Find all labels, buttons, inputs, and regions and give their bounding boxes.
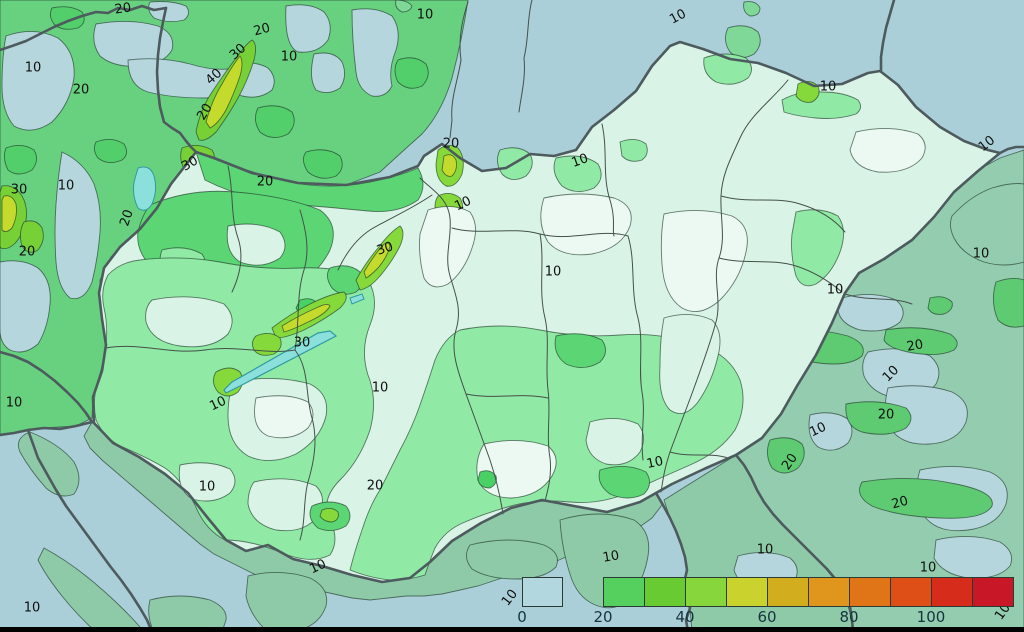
- border-romania-ukraine: [998, 145, 1024, 155]
- river-tisza: [660, 79, 789, 493]
- river-danube: [419, 177, 504, 515]
- border-morava: [155, 6, 198, 154]
- contour-bands-inner: [93, 53, 926, 581]
- border-ukraine-slovakia: [879, 0, 896, 73]
- border-croatia-serbia: [654, 491, 692, 632]
- border-czech-austria: [0, 4, 168, 52]
- lake-balaton: [223, 330, 338, 394]
- border-hungary: [91, 40, 1002, 584]
- border-slovenia-croatia: [0, 420, 94, 437]
- lake-velence: [349, 293, 365, 305]
- border-austria-slovenia: [0, 350, 94, 424]
- bottom-bar: [0, 627, 1024, 632]
- lake-ferto: [133, 166, 157, 211]
- border-croatia-inner: [26, 428, 154, 632]
- lakes: [133, 166, 365, 394]
- county-lines: [105, 0, 913, 541]
